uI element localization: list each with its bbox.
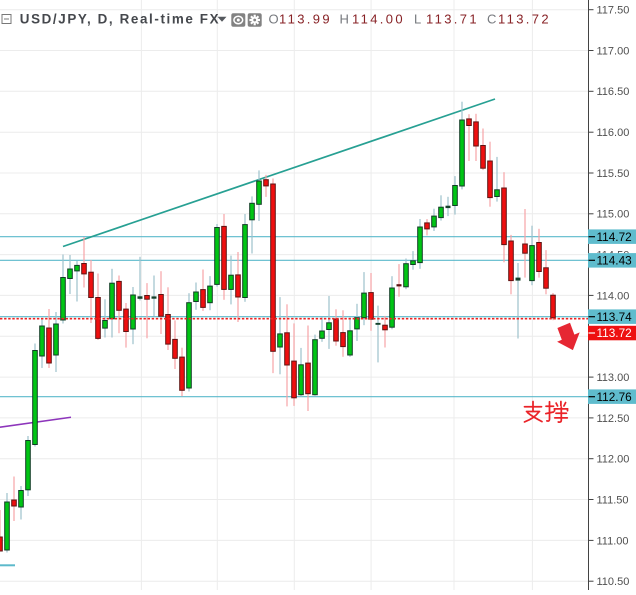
svg-text:113.74: 113.74 [597,310,633,324]
svg-text:114.00: 114.00 [597,290,630,302]
svg-text:113.72: 113.72 [498,11,551,26]
svg-text:112.00: 112.00 [597,454,630,466]
svg-text:113.72: 113.72 [597,326,632,340]
svg-text:115.00: 115.00 [597,209,630,221]
svg-text:117.50: 117.50 [597,5,630,17]
svg-text:USD/JPY, D, Real-time FX: USD/JPY, D, Real-time FX [20,11,220,26]
svg-text:114.72: 114.72 [597,230,632,244]
svg-text:H: H [340,11,349,26]
svg-text:O: O [269,11,279,26]
svg-text:113.71: 113.71 [426,11,479,26]
svg-text:110.50: 110.50 [597,576,630,588]
svg-text:114.00: 114.00 [352,11,405,26]
svg-text:116.50: 116.50 [597,86,630,98]
svg-text:112.76: 112.76 [597,390,633,404]
svg-text:C: C [487,11,496,26]
svg-text:115.50: 115.50 [597,168,630,180]
svg-text:117.00: 117.00 [597,45,630,57]
svg-text:114.43: 114.43 [597,254,633,268]
svg-text:L: L [414,11,421,26]
svg-text:111.50: 111.50 [597,494,629,506]
svg-text:113.00: 113.00 [597,372,630,384]
svg-text:112.50: 112.50 [597,413,630,425]
svg-text:113.99: 113.99 [279,11,332,26]
svg-text:116.00: 116.00 [597,127,630,139]
svg-text:111.00: 111.00 [597,535,629,547]
